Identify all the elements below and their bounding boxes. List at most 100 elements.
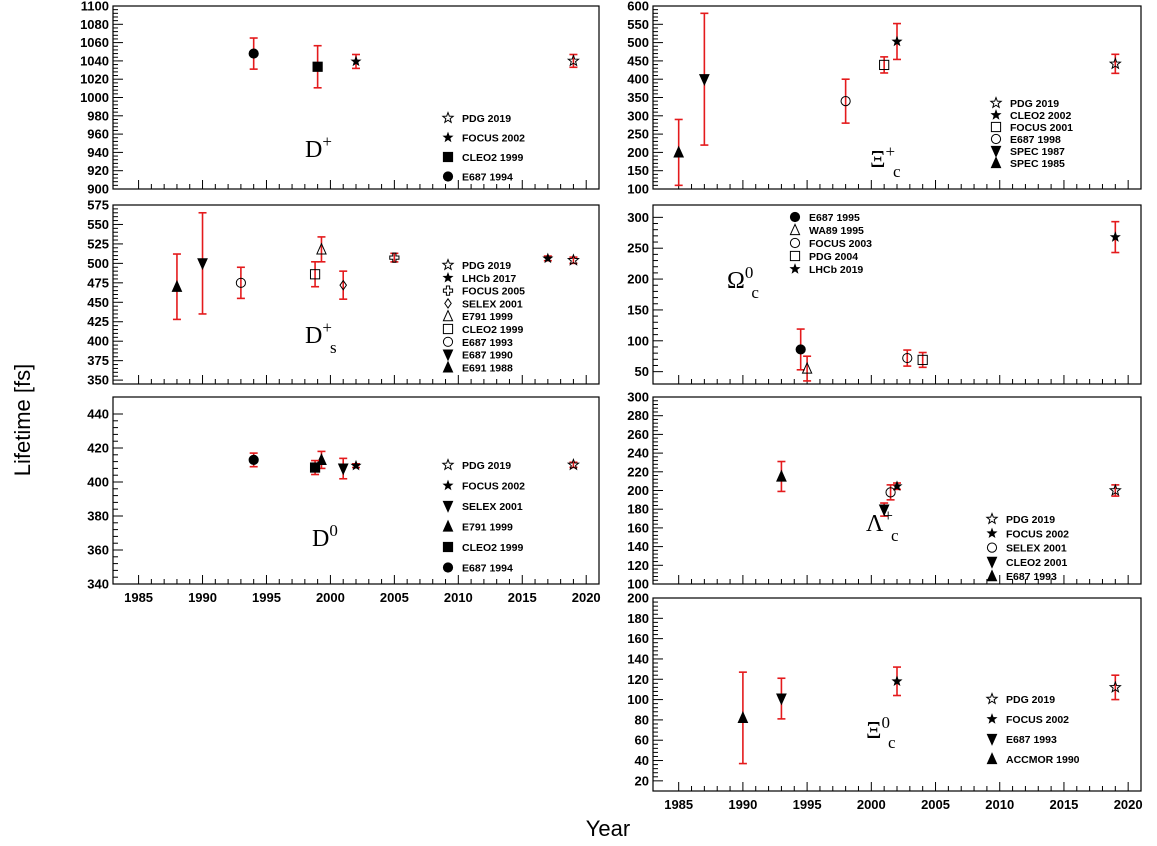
legend-entry: E791 1999 — [462, 522, 513, 534]
particle-superscript: + — [322, 318, 332, 337]
particle-subscript: s — [330, 338, 337, 357]
legend-entry: SELEX 2001 — [462, 298, 523, 310]
panel-5: 1985 1990 1995 2000 2005 2010 2015 2020 340 360 38… — [87, 396, 601, 605]
x-tick-label: 2015 — [508, 590, 537, 605]
y-tick-label: 1100 — [81, 0, 109, 14]
y-tick-label: 1020 — [80, 72, 109, 87]
y-tick-label: 500 — [87, 256, 109, 271]
legend-entry: FOCUS 2001 — [1010, 122, 1073, 134]
legend-entry: LHCb 2019 — [809, 264, 863, 276]
y-tick-label: 180 — [627, 502, 649, 517]
y-tick-label: 300 — [627, 210, 649, 225]
particle-superscript: 0 — [745, 263, 754, 282]
data-point — [339, 279, 348, 291]
y-tick-label: 400 — [87, 334, 109, 349]
x-tick-label: 1995 — [793, 797, 822, 812]
panel-1: 900 920 940 960 980 1000 1020 1040 1060 1080 1100 P… — [80, 0, 600, 197]
particle-label: Ξ+ c — [870, 142, 901, 181]
y-tick-label: 20 — [635, 773, 649, 788]
y-tick-label: 80 — [635, 712, 649, 727]
legend-entry: E687 1993 — [462, 337, 513, 349]
particle-label: D+ — [305, 132, 332, 163]
legend-marker — [990, 133, 1002, 145]
y-tick-label: 960 — [87, 127, 109, 142]
x-tick-label: 2010 — [444, 590, 473, 605]
y-tick-label: 120 — [627, 672, 649, 687]
legend-entry: E687 1994 — [462, 563, 513, 575]
y-tick-label: 425 — [87, 314, 109, 329]
legend-entry: CLEO2 2002 — [1010, 110, 1071, 122]
panel-7: 1985 1990 1995 2000 2005 2010 2015 202020406080… — [627, 591, 1142, 813]
legend-entry: PDG 2019 — [462, 460, 511, 472]
legend-entry: FOCUS 2002 — [1006, 714, 1069, 726]
data-point — [902, 352, 913, 364]
legend-marker — [986, 542, 998, 553]
plot-frame — [112, 396, 600, 585]
data-point — [1109, 231, 1121, 242]
y-tick-label: 160 — [627, 631, 649, 646]
y-tick-label: 150 — [627, 302, 649, 317]
y-tick-label: 550 — [87, 217, 109, 232]
legend-marker — [441, 111, 455, 124]
y-tick-label: 220 — [627, 464, 649, 479]
x-tick-label: 2000 — [316, 590, 345, 605]
legend-entry: E687 1993 — [1006, 571, 1057, 583]
particle-symbol: Ξ — [870, 147, 885, 173]
legend-entry: PDG 2019 — [1006, 694, 1055, 706]
y-tick-label: 140 — [627, 651, 649, 666]
y-tick-label: 1000 — [80, 90, 109, 105]
y-tick-label: 1040 — [80, 53, 109, 68]
y-tick-label: 60 — [635, 733, 649, 748]
legend-marker — [986, 713, 998, 724]
y-tick-label: 100 — [627, 182, 649, 197]
legend-entry: E691 1988 — [462, 362, 513, 374]
y-tick-label: 450 — [627, 53, 649, 68]
y-tick-label: 500 — [627, 35, 649, 50]
particle-superscript: 0 — [329, 521, 338, 540]
x-tick-label: 1990 — [728, 797, 757, 812]
data-point — [337, 463, 349, 476]
y-tick-label: 150 — [627, 163, 649, 178]
x-tick-label: 1995 — [252, 590, 281, 605]
x-tick-label: 2015 — [1049, 797, 1078, 812]
y-tick-label: 100 — [627, 333, 649, 348]
particle-symbol: D — [305, 323, 322, 349]
panel-3: 350 375 400 425 450 475 500 525 550 575 PDG 2019LH… — [87, 198, 600, 388]
y-tick-label: 450 — [87, 295, 109, 310]
legend-marker — [442, 309, 454, 322]
data-point — [917, 354, 928, 366]
y-tick-label: 600 — [627, 0, 649, 14]
legend-entry: CLEO2 1999 — [462, 542, 523, 554]
legend-entry: E687 1994 — [462, 172, 513, 184]
y-tick-label: 240 — [627, 446, 649, 461]
panel-2: 100 150 200 250 300 350 400 450 500 550 600 PDG 201… — [627, 0, 1142, 197]
legend-entry: CLEO2 1999 — [462, 152, 523, 164]
data-point — [542, 252, 554, 264]
error-bar — [803, 355, 812, 382]
data-point — [566, 54, 580, 67]
y-tick-label: 525 — [87, 236, 109, 251]
legend-marker — [442, 479, 454, 491]
legend-marker — [985, 512, 999, 525]
legend-marker — [986, 733, 998, 746]
data-point — [737, 711, 749, 723]
legend-marker — [990, 156, 1002, 169]
error-bar — [311, 261, 320, 288]
legend-marker — [442, 349, 454, 362]
y-tick-label: 980 — [87, 108, 109, 123]
panel-6: 100 120 140 160 180 200 220 240 260 280 300 PDG 201… — [627, 390, 1142, 592]
particle-symbol: D — [305, 137, 322, 163]
data-point — [801, 361, 813, 374]
legend-marker — [444, 297, 452, 309]
legend-entry: PDG 2019 — [1010, 98, 1059, 110]
y-tick-label: 420 — [87, 441, 109, 456]
legend-marker — [442, 171, 454, 182]
legend-marker — [789, 250, 801, 262]
y-tick-label: 375 — [87, 353, 109, 368]
x-tick-label: 2000 — [857, 797, 886, 812]
y-tick-label: 1080 — [80, 17, 109, 32]
legend-marker — [442, 323, 454, 335]
data-point — [171, 279, 183, 292]
